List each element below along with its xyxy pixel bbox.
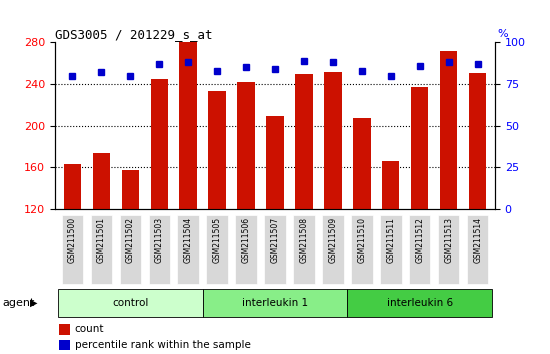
Text: GSM211510: GSM211510 — [358, 217, 366, 263]
Text: percentile rank within the sample: percentile rank within the sample — [75, 340, 251, 350]
Bar — [208, 91, 226, 209]
Text: GSM211512: GSM211512 — [415, 217, 424, 263]
Bar — [324, 72, 342, 209]
Bar — [92, 153, 110, 209]
FancyBboxPatch shape — [467, 215, 488, 284]
FancyBboxPatch shape — [235, 215, 257, 284]
Text: interleukin 6: interleukin 6 — [387, 298, 453, 308]
Text: agent: agent — [3, 298, 35, 308]
Text: GSM211509: GSM211509 — [328, 217, 337, 263]
FancyBboxPatch shape — [148, 215, 170, 284]
Text: GSM211507: GSM211507 — [271, 217, 279, 263]
FancyBboxPatch shape — [119, 215, 141, 284]
Bar — [151, 79, 168, 209]
Bar — [469, 73, 486, 209]
FancyBboxPatch shape — [409, 215, 431, 284]
Text: GSM211511: GSM211511 — [386, 217, 395, 263]
FancyBboxPatch shape — [438, 215, 459, 284]
FancyBboxPatch shape — [351, 215, 372, 284]
Text: GSM211500: GSM211500 — [68, 217, 77, 263]
Text: GSM211508: GSM211508 — [299, 217, 309, 263]
Bar — [59, 340, 70, 350]
FancyBboxPatch shape — [178, 215, 199, 284]
FancyBboxPatch shape — [58, 289, 202, 317]
Text: GSM211505: GSM211505 — [213, 217, 222, 263]
Text: %: % — [498, 29, 508, 39]
Text: GSM211513: GSM211513 — [444, 217, 453, 263]
Bar — [411, 87, 428, 209]
Bar — [238, 82, 255, 209]
FancyBboxPatch shape — [91, 215, 112, 284]
Bar — [382, 161, 399, 209]
Bar — [440, 51, 458, 209]
FancyBboxPatch shape — [206, 215, 228, 284]
Bar — [266, 116, 284, 209]
FancyBboxPatch shape — [348, 289, 492, 317]
FancyBboxPatch shape — [62, 215, 83, 284]
Text: GSM211501: GSM211501 — [97, 217, 106, 263]
FancyBboxPatch shape — [202, 289, 348, 317]
Text: GSM211504: GSM211504 — [184, 217, 192, 263]
Text: control: control — [112, 298, 148, 308]
Text: GSM211514: GSM211514 — [473, 217, 482, 263]
FancyBboxPatch shape — [293, 215, 315, 284]
Bar — [353, 118, 371, 209]
Bar — [122, 170, 139, 209]
FancyBboxPatch shape — [265, 215, 285, 284]
Bar — [295, 74, 312, 209]
Text: GSM211502: GSM211502 — [126, 217, 135, 263]
FancyBboxPatch shape — [322, 215, 344, 284]
FancyBboxPatch shape — [380, 215, 402, 284]
Bar — [179, 42, 197, 209]
Text: count: count — [75, 324, 104, 334]
Bar — [64, 164, 81, 209]
Text: interleukin 1: interleukin 1 — [242, 298, 308, 308]
Text: ▶: ▶ — [30, 298, 38, 308]
Text: GSM211503: GSM211503 — [155, 217, 164, 263]
Text: GSM211506: GSM211506 — [241, 217, 251, 263]
Text: GDS3005 / 201229_s_at: GDS3005 / 201229_s_at — [55, 28, 212, 41]
Bar — [59, 324, 70, 335]
